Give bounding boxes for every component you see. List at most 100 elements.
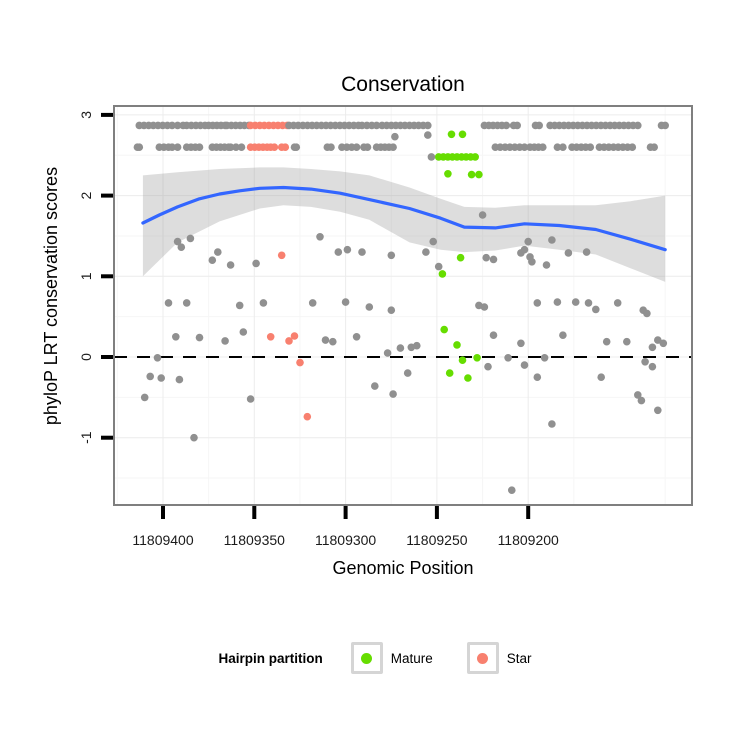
point-other — [661, 121, 669, 130]
point-other — [208, 256, 217, 265]
point-other — [559, 143, 567, 151]
point-other — [571, 298, 580, 306]
point-other — [533, 299, 542, 307]
point-mature — [453, 341, 461, 349]
point-other — [190, 433, 198, 442]
point-other — [548, 420, 556, 428]
point-other — [535, 121, 543, 130]
point-mature — [464, 374, 472, 382]
point-other — [524, 237, 532, 246]
point-other — [424, 121, 432, 130]
x-tick-label: 11809400 — [132, 532, 193, 548]
gridlines — [114, 106, 692, 505]
point-other — [634, 391, 642, 399]
point-star — [266, 333, 275, 341]
point-other — [239, 328, 248, 336]
point-other — [135, 143, 144, 151]
point-other — [502, 121, 511, 130]
point-other — [308, 299, 317, 307]
point-other — [389, 390, 397, 398]
point-other — [387, 306, 396, 315]
point-other — [539, 143, 547, 151]
point-other — [321, 336, 330, 344]
point-other — [168, 121, 176, 130]
point-other — [221, 337, 229, 345]
point-other — [592, 305, 600, 314]
point-other — [480, 303, 489, 311]
legend-title: Hairpin partition — [218, 650, 323, 666]
point-other — [564, 249, 573, 257]
point-other — [424, 131, 432, 139]
point-other — [173, 143, 182, 151]
x-tick-label: 11809250 — [406, 532, 467, 548]
point-other — [586, 143, 595, 151]
point-other — [140, 393, 149, 402]
point-other — [648, 362, 657, 371]
point-other — [363, 143, 372, 151]
point-other — [365, 303, 374, 311]
point-other — [195, 333, 204, 342]
point-other — [559, 331, 567, 340]
point-other — [584, 299, 593, 307]
point-other — [177, 243, 186, 251]
point-other — [553, 143, 562, 151]
point-other — [489, 331, 498, 340]
point-other — [482, 253, 491, 262]
point-other — [341, 298, 350, 306]
y-tick-label: 1 — [78, 272, 94, 280]
point-other — [235, 301, 244, 310]
conservation-plot: 11809400 11809350 11809300 11809250 11809200… — [41, 73, 693, 578]
y-tick-label: -1 — [78, 431, 94, 444]
panel-border — [113, 105, 693, 506]
legend-key-mature — [350, 642, 383, 674]
point-other — [168, 143, 176, 151]
point-star — [296, 358, 304, 367]
point-other — [489, 255, 498, 264]
point-other — [327, 143, 335, 151]
point-other — [641, 358, 649, 366]
point-other — [259, 299, 268, 307]
point-other — [623, 337, 631, 346]
point-other — [252, 259, 260, 268]
point-other — [548, 236, 556, 244]
scatter-points — [133, 121, 669, 495]
point-other — [513, 121, 521, 130]
point-other — [214, 248, 222, 256]
point-other — [422, 248, 430, 256]
point-other — [484, 362, 492, 371]
point-other — [542, 261, 551, 269]
smooth-trend-line — [141, 185, 667, 252]
point-other — [175, 375, 184, 384]
x-tick-label: 11809350 — [224, 532, 285, 548]
point-other — [508, 486, 516, 495]
x-axis-title: Genomic Position — [332, 558, 473, 578]
point-other — [372, 121, 381, 130]
point-other — [634, 121, 642, 130]
point-other — [517, 339, 525, 348]
point-other — [173, 121, 182, 130]
point-mature — [438, 270, 447, 278]
point-other — [237, 143, 246, 151]
legend-key-star — [466, 642, 499, 674]
legend-label-mature: Mature — [390, 650, 433, 666]
point-other — [371, 382, 379, 390]
point-other — [597, 373, 605, 382]
legend-label-star: Star — [506, 650, 532, 666]
point-star — [277, 251, 286, 260]
y-axis-title: phyloP LRT conservation scores — [41, 167, 61, 425]
confidence-band — [142, 167, 666, 282]
point-other — [186, 234, 195, 243]
point-other — [391, 132, 399, 141]
point-other — [383, 349, 392, 357]
point-other — [637, 396, 646, 405]
point-other — [520, 361, 529, 369]
point-other — [478, 211, 487, 219]
point-star — [270, 143, 279, 151]
point-other — [316, 233, 324, 241]
point-other — [172, 333, 180, 341]
point-mature — [456, 253, 465, 262]
point-other — [429, 237, 438, 246]
point-other — [182, 299, 191, 307]
point-other — [343, 245, 352, 254]
